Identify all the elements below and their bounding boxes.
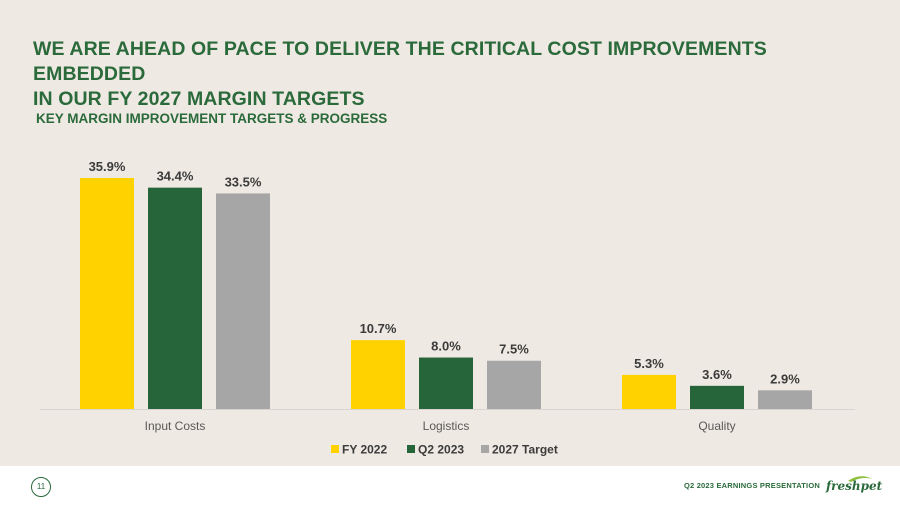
bar-logistics-2027-target xyxy=(487,360,541,409)
bar-quality-q2-2023 xyxy=(690,385,744,409)
page-number: 11 xyxy=(31,477,51,497)
logo-wordmark: freshpet xyxy=(826,479,883,493)
slide-subtitle: KEY MARGIN IMPROVEMENT TARGETS & PROGRES… xyxy=(36,111,388,126)
data-label: 34.4% xyxy=(157,169,194,184)
data-label: 2.9% xyxy=(770,371,800,386)
data-label: 8.0% xyxy=(431,339,461,354)
title-line-2: IN OUR FY 2027 MARGIN TARGETS xyxy=(33,88,365,110)
title-line-1: WE ARE AHEAD OF PACE TO DELIVER THE CRIT… xyxy=(33,38,767,85)
data-label: 33.5% xyxy=(225,174,262,189)
legend-label: Q2 2023 xyxy=(418,443,464,457)
freshpet-logo: freshpet xyxy=(826,475,882,497)
data-label: 10.7% xyxy=(360,321,397,336)
bar-logistics-fy-2022 xyxy=(351,340,405,409)
data-label: 7.5% xyxy=(499,342,529,357)
bar-input-costs-q2-2023 xyxy=(148,187,202,409)
data-label: 3.6% xyxy=(702,367,732,382)
legend-swatch xyxy=(331,445,339,453)
footer xyxy=(0,466,900,506)
bar-quality-2027-target xyxy=(758,390,812,409)
bar-input-costs-fy-2022 xyxy=(80,178,134,409)
slide-title: WE ARE AHEAD OF PACE TO DELIVER THE CRIT… xyxy=(33,37,873,112)
legend-label: 2027 Target xyxy=(492,443,558,457)
bar-chart: 35.9% 34.4% 33.5% Input Costs 10.7% 8.0% 7.5% L… xyxy=(40,159,855,457)
data-label: 5.3% xyxy=(634,356,664,371)
presentation-name: Q2 2023 EARNINGS PRESENTATION xyxy=(684,481,820,490)
legend-swatch xyxy=(407,445,415,453)
legend-label: FY 2022 xyxy=(342,443,387,457)
category-label: Input Costs xyxy=(145,419,206,433)
legend-swatch xyxy=(481,445,489,453)
bar-quality-fy-2022 xyxy=(622,374,676,409)
bar-input-costs-2027-target xyxy=(216,193,270,409)
bar-logistics-q2-2023 xyxy=(419,357,473,409)
data-label: 35.9% xyxy=(89,159,126,174)
category-label: Quality xyxy=(698,419,735,433)
category-label: Logistics xyxy=(423,419,470,433)
logo-leaf-icon xyxy=(848,476,872,482)
